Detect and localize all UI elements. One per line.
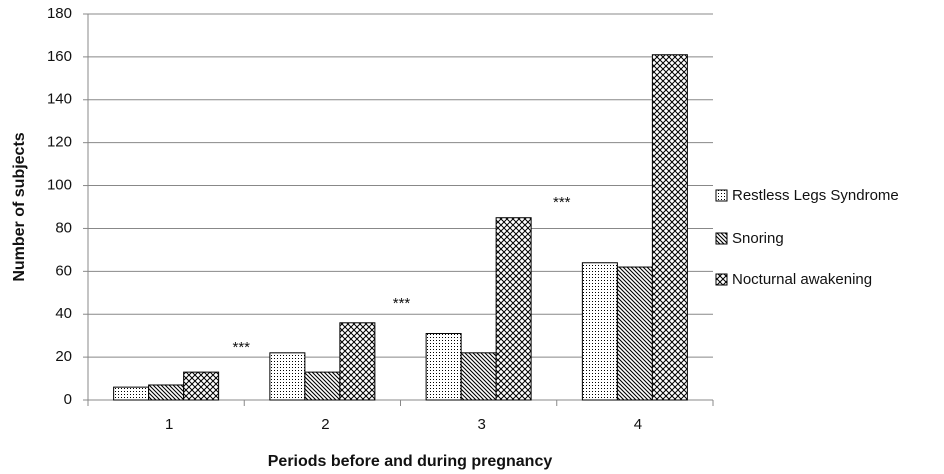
x-tick-label: 3 — [477, 416, 485, 433]
y-tick-label: 20 — [55, 348, 72, 365]
y-tick-label: 100 — [47, 177, 72, 194]
legend-label: Nocturnal awakening — [732, 271, 872, 288]
legend-label: Snoring — [732, 230, 784, 247]
x-tick-label: 4 — [634, 416, 642, 433]
x-tick-label: 2 — [321, 416, 329, 433]
annotation: *** — [393, 295, 411, 312]
y-axis-label: Number of subjects — [11, 132, 28, 281]
bar — [339, 322, 376, 401]
bar — [425, 333, 462, 401]
bar — [581, 262, 618, 401]
bar — [183, 371, 220, 401]
legend-swatch — [715, 189, 728, 202]
x-axis-label: Periods before and during pregnancy — [268, 453, 553, 470]
bar — [460, 352, 497, 401]
y-tick-label: 40 — [55, 305, 72, 322]
x-tick-label: 1 — [165, 416, 173, 433]
annotation: *** — [553, 194, 571, 211]
bar — [616, 266, 653, 401]
y-tick-label: 60 — [55, 262, 72, 279]
bar — [113, 386, 150, 401]
y-tick-label: 140 — [47, 91, 72, 108]
y-tick-label: 80 — [55, 219, 72, 236]
y-tick-label: 160 — [47, 48, 72, 65]
bar — [304, 371, 341, 401]
bar — [269, 352, 306, 401]
annotation: *** — [232, 339, 250, 356]
y-tick-label: 120 — [47, 134, 72, 151]
bar — [148, 384, 185, 401]
y-tick-label: 0 — [64, 391, 72, 408]
y-tick-label: 180 — [47, 5, 72, 22]
bar — [651, 54, 688, 401]
legend-swatch — [715, 273, 728, 286]
legend-swatch — [715, 232, 728, 245]
bar — [495, 217, 532, 401]
legend-label: Restless Legs Syndrome — [732, 187, 899, 204]
